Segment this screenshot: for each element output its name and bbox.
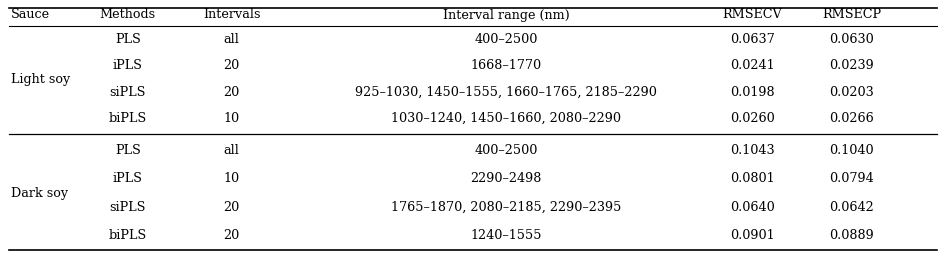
Text: 1030–1240, 1450–1660, 2080–2290: 1030–1240, 1450–1660, 2080–2290 bbox=[391, 112, 622, 125]
Text: all: all bbox=[224, 144, 239, 157]
Text: 1240–1555: 1240–1555 bbox=[470, 229, 542, 242]
Text: 20: 20 bbox=[223, 201, 240, 214]
Text: 400–2500: 400–2500 bbox=[475, 33, 537, 46]
Text: 0.0239: 0.0239 bbox=[829, 59, 874, 72]
Text: Intervals: Intervals bbox=[203, 9, 260, 21]
Text: 0.0198: 0.0198 bbox=[729, 86, 775, 99]
Text: 0.0801: 0.0801 bbox=[729, 172, 775, 185]
Text: PLS: PLS bbox=[114, 144, 141, 157]
Text: biPLS: biPLS bbox=[109, 112, 147, 125]
Text: RMSECV: RMSECV bbox=[722, 9, 782, 21]
Text: 0.0889: 0.0889 bbox=[829, 229, 874, 242]
Text: 0.0901: 0.0901 bbox=[729, 229, 775, 242]
Text: 10: 10 bbox=[223, 172, 240, 185]
Text: 1765–1870, 2080–2185, 2290–2395: 1765–1870, 2080–2185, 2290–2395 bbox=[391, 201, 622, 214]
Text: Methods: Methods bbox=[99, 9, 156, 21]
Text: Sauce: Sauce bbox=[11, 9, 50, 21]
Text: siPLS: siPLS bbox=[110, 201, 146, 214]
Text: iPLS: iPLS bbox=[113, 59, 143, 72]
Text: 0.0630: 0.0630 bbox=[829, 33, 874, 46]
Text: 1668–1770: 1668–1770 bbox=[470, 59, 542, 72]
Text: Interval range (nm): Interval range (nm) bbox=[443, 9, 569, 21]
Text: biPLS: biPLS bbox=[109, 229, 147, 242]
Text: 20: 20 bbox=[223, 86, 240, 99]
Text: iPLS: iPLS bbox=[113, 172, 143, 185]
Text: 400–2500: 400–2500 bbox=[475, 144, 537, 157]
Text: PLS: PLS bbox=[114, 33, 141, 46]
Text: 2290–2498: 2290–2498 bbox=[470, 172, 542, 185]
Text: 0.0637: 0.0637 bbox=[729, 33, 775, 46]
Text: 20: 20 bbox=[223, 229, 240, 242]
Text: siPLS: siPLS bbox=[110, 86, 146, 99]
Text: 0.0241: 0.0241 bbox=[729, 59, 775, 72]
Text: 20: 20 bbox=[223, 59, 240, 72]
Text: 0.1043: 0.1043 bbox=[729, 144, 775, 157]
Text: RMSECP: RMSECP bbox=[822, 9, 881, 21]
Text: 925–1030, 1450–1555, 1660–1765, 2185–2290: 925–1030, 1450–1555, 1660–1765, 2185–229… bbox=[355, 86, 657, 99]
Text: 0.0642: 0.0642 bbox=[829, 201, 874, 214]
Text: 10: 10 bbox=[223, 112, 240, 125]
Text: all: all bbox=[224, 33, 239, 46]
Text: Light soy: Light soy bbox=[11, 72, 71, 85]
Text: 0.1040: 0.1040 bbox=[829, 144, 874, 157]
Text: 0.0640: 0.0640 bbox=[729, 201, 775, 214]
Text: 0.0794: 0.0794 bbox=[829, 172, 874, 185]
Text: Dark soy: Dark soy bbox=[11, 187, 68, 199]
Text: 0.0260: 0.0260 bbox=[729, 112, 775, 125]
Text: 0.0266: 0.0266 bbox=[829, 112, 874, 125]
Text: 0.0203: 0.0203 bbox=[829, 86, 874, 99]
